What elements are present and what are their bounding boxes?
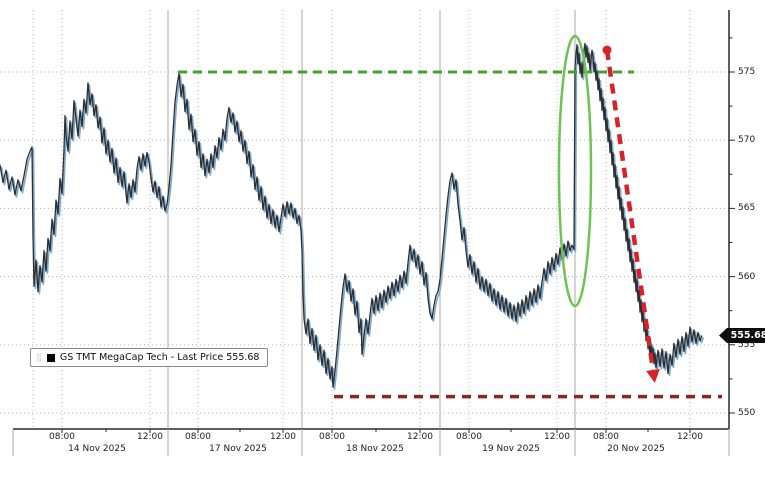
x-axis-date-label: 19 Nov 2025 [482,444,540,454]
x-axis-date-label: 17 Nov 2025 [209,444,267,454]
y-axis-tick-label: 570 [738,135,756,146]
legend-drag-handle-icon: ⣿ [36,352,42,362]
last-price-value: 555.68 [730,330,765,342]
x-axis-time-label: 08:00 [593,432,619,442]
last-price-axis-tag: 555.68 [719,328,765,344]
y-axis-tick-label: 550 [738,408,756,418]
y-axis-tick-label: 560 [738,271,756,282]
x-axis-date-label: 20 Nov 2025 [607,444,665,454]
x-axis-time-label: 08:00 [319,432,345,442]
x-axis-time-label: 08:00 [456,432,482,442]
x-axis-date-label: 18 Nov 2025 [346,444,404,454]
x-axis-time-label: 12:00 [137,432,163,442]
y-axis-tick-label: 575 [738,67,756,77]
legend-series-marker-icon [46,353,55,362]
x-axis-time-label: 08:00 [49,432,75,442]
x-axis-time-label: 12:00 [407,432,433,442]
x-axis-time-label: 12:00 [544,432,570,442]
x-axis-time-label: 12:00 [270,432,296,442]
legend-box[interactable]: ⣿ GS TMT MegaCap Tech - Last Price 555.6… [30,348,269,367]
y-axis-tick-label: 555 [738,339,756,350]
x-axis-time-label: 12:00 [677,432,703,442]
legend-series-label: GS TMT MegaCap Tech - Last Price 555.68 [59,352,260,363]
x-axis-time-label: 08:00 [185,432,211,442]
x-axis-date-label: 14 Nov 2025 [68,444,126,454]
y-axis-tick-label: 565 [738,203,756,214]
